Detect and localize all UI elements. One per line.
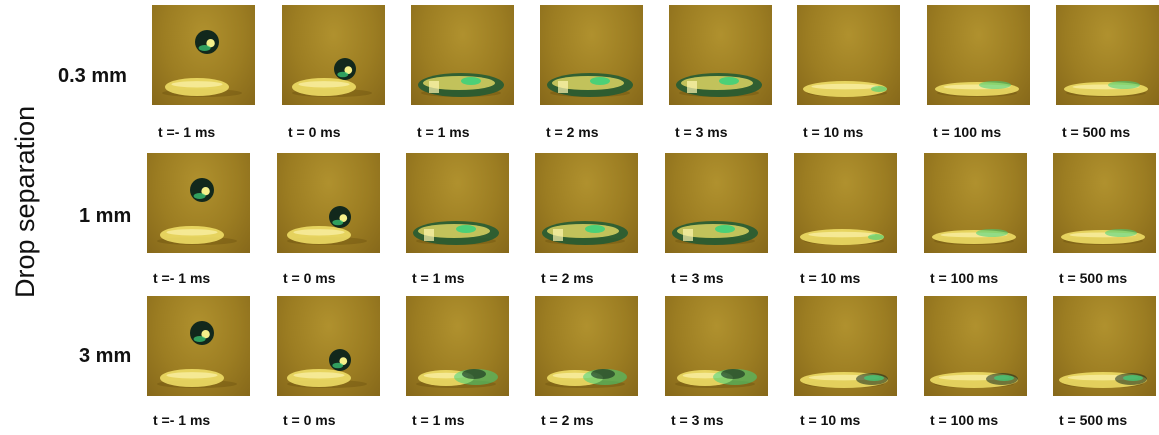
drop-frame-image (152, 5, 255, 105)
frame-timestamp: t = 2 ms (541, 412, 594, 428)
frame-timestamp: t =- 1 ms (158, 124, 216, 140)
drop-frame-image (411, 5, 514, 105)
frame-timestamp: t = 10 ms (800, 412, 861, 428)
frame-timestamp: t = 10 ms (800, 270, 861, 286)
frame-timestamp: t = 0 ms (283, 412, 336, 428)
drop-frame-image (147, 296, 250, 396)
frame-timestamp: t = 3 ms (671, 270, 724, 286)
frame-timestamp: t =- 1 ms (153, 270, 211, 286)
frame-timestamp: t = 500 ms (1059, 412, 1128, 428)
frame-timestamp: t = 1 ms (412, 270, 465, 286)
frame-timestamp: t = 1 ms (417, 124, 470, 140)
frame-timestamp: t = 3 ms (671, 412, 724, 428)
frame-timestamp: t = 10 ms (803, 124, 864, 140)
drop-frame-image (794, 296, 897, 396)
frame-timestamp: t =- 1 ms (153, 412, 211, 428)
drop-frame-image (1056, 5, 1159, 105)
drop-frame-image (665, 296, 768, 396)
row-label-separation: 0.3 mm (58, 65, 127, 87)
drop-frame-image (282, 5, 385, 105)
frame-timestamp: t = 3 ms (675, 124, 728, 140)
frame-timestamp: t = 0 ms (288, 124, 341, 140)
frame-timestamp: t = 2 ms (541, 270, 594, 286)
drop-frame-image (1053, 153, 1156, 253)
axis-label-drop-separation: Drop separation (10, 105, 40, 298)
frame-timestamp: t = 1 ms (412, 412, 465, 428)
drop-frame-image (406, 296, 509, 396)
drop-frame-image (277, 296, 380, 396)
frame-timestamp: t = 100 ms (933, 124, 1002, 140)
drop-frame-image (1053, 296, 1156, 396)
frame-timestamp: t = 0 ms (283, 270, 336, 286)
drop-frame-image (147, 153, 250, 253)
drop-frame-image (669, 5, 772, 105)
drop-frame-image (924, 296, 1027, 396)
drop-frame-image (540, 5, 643, 105)
drop-frame-image (535, 153, 638, 253)
frame-timestamp: t = 500 ms (1062, 124, 1131, 140)
frame-timestamp: t = 100 ms (930, 412, 999, 428)
frame-timestamp: t = 2 ms (546, 124, 599, 140)
row-label-separation: 3 mm (79, 345, 132, 367)
drop-frame-image (665, 153, 768, 253)
drop-frame-image (794, 153, 897, 253)
drop-frame-image (927, 5, 1030, 105)
frame-timestamp: t = 500 ms (1059, 270, 1128, 286)
row-label-separation: 1 mm (79, 205, 132, 227)
drop-frame-image (406, 153, 509, 253)
drop-frame-image (277, 153, 380, 253)
drop-frame-image (924, 153, 1027, 253)
drop-frame-image (535, 296, 638, 396)
frame-timestamp: t = 100 ms (930, 270, 999, 286)
drop-frame-image (797, 5, 900, 105)
